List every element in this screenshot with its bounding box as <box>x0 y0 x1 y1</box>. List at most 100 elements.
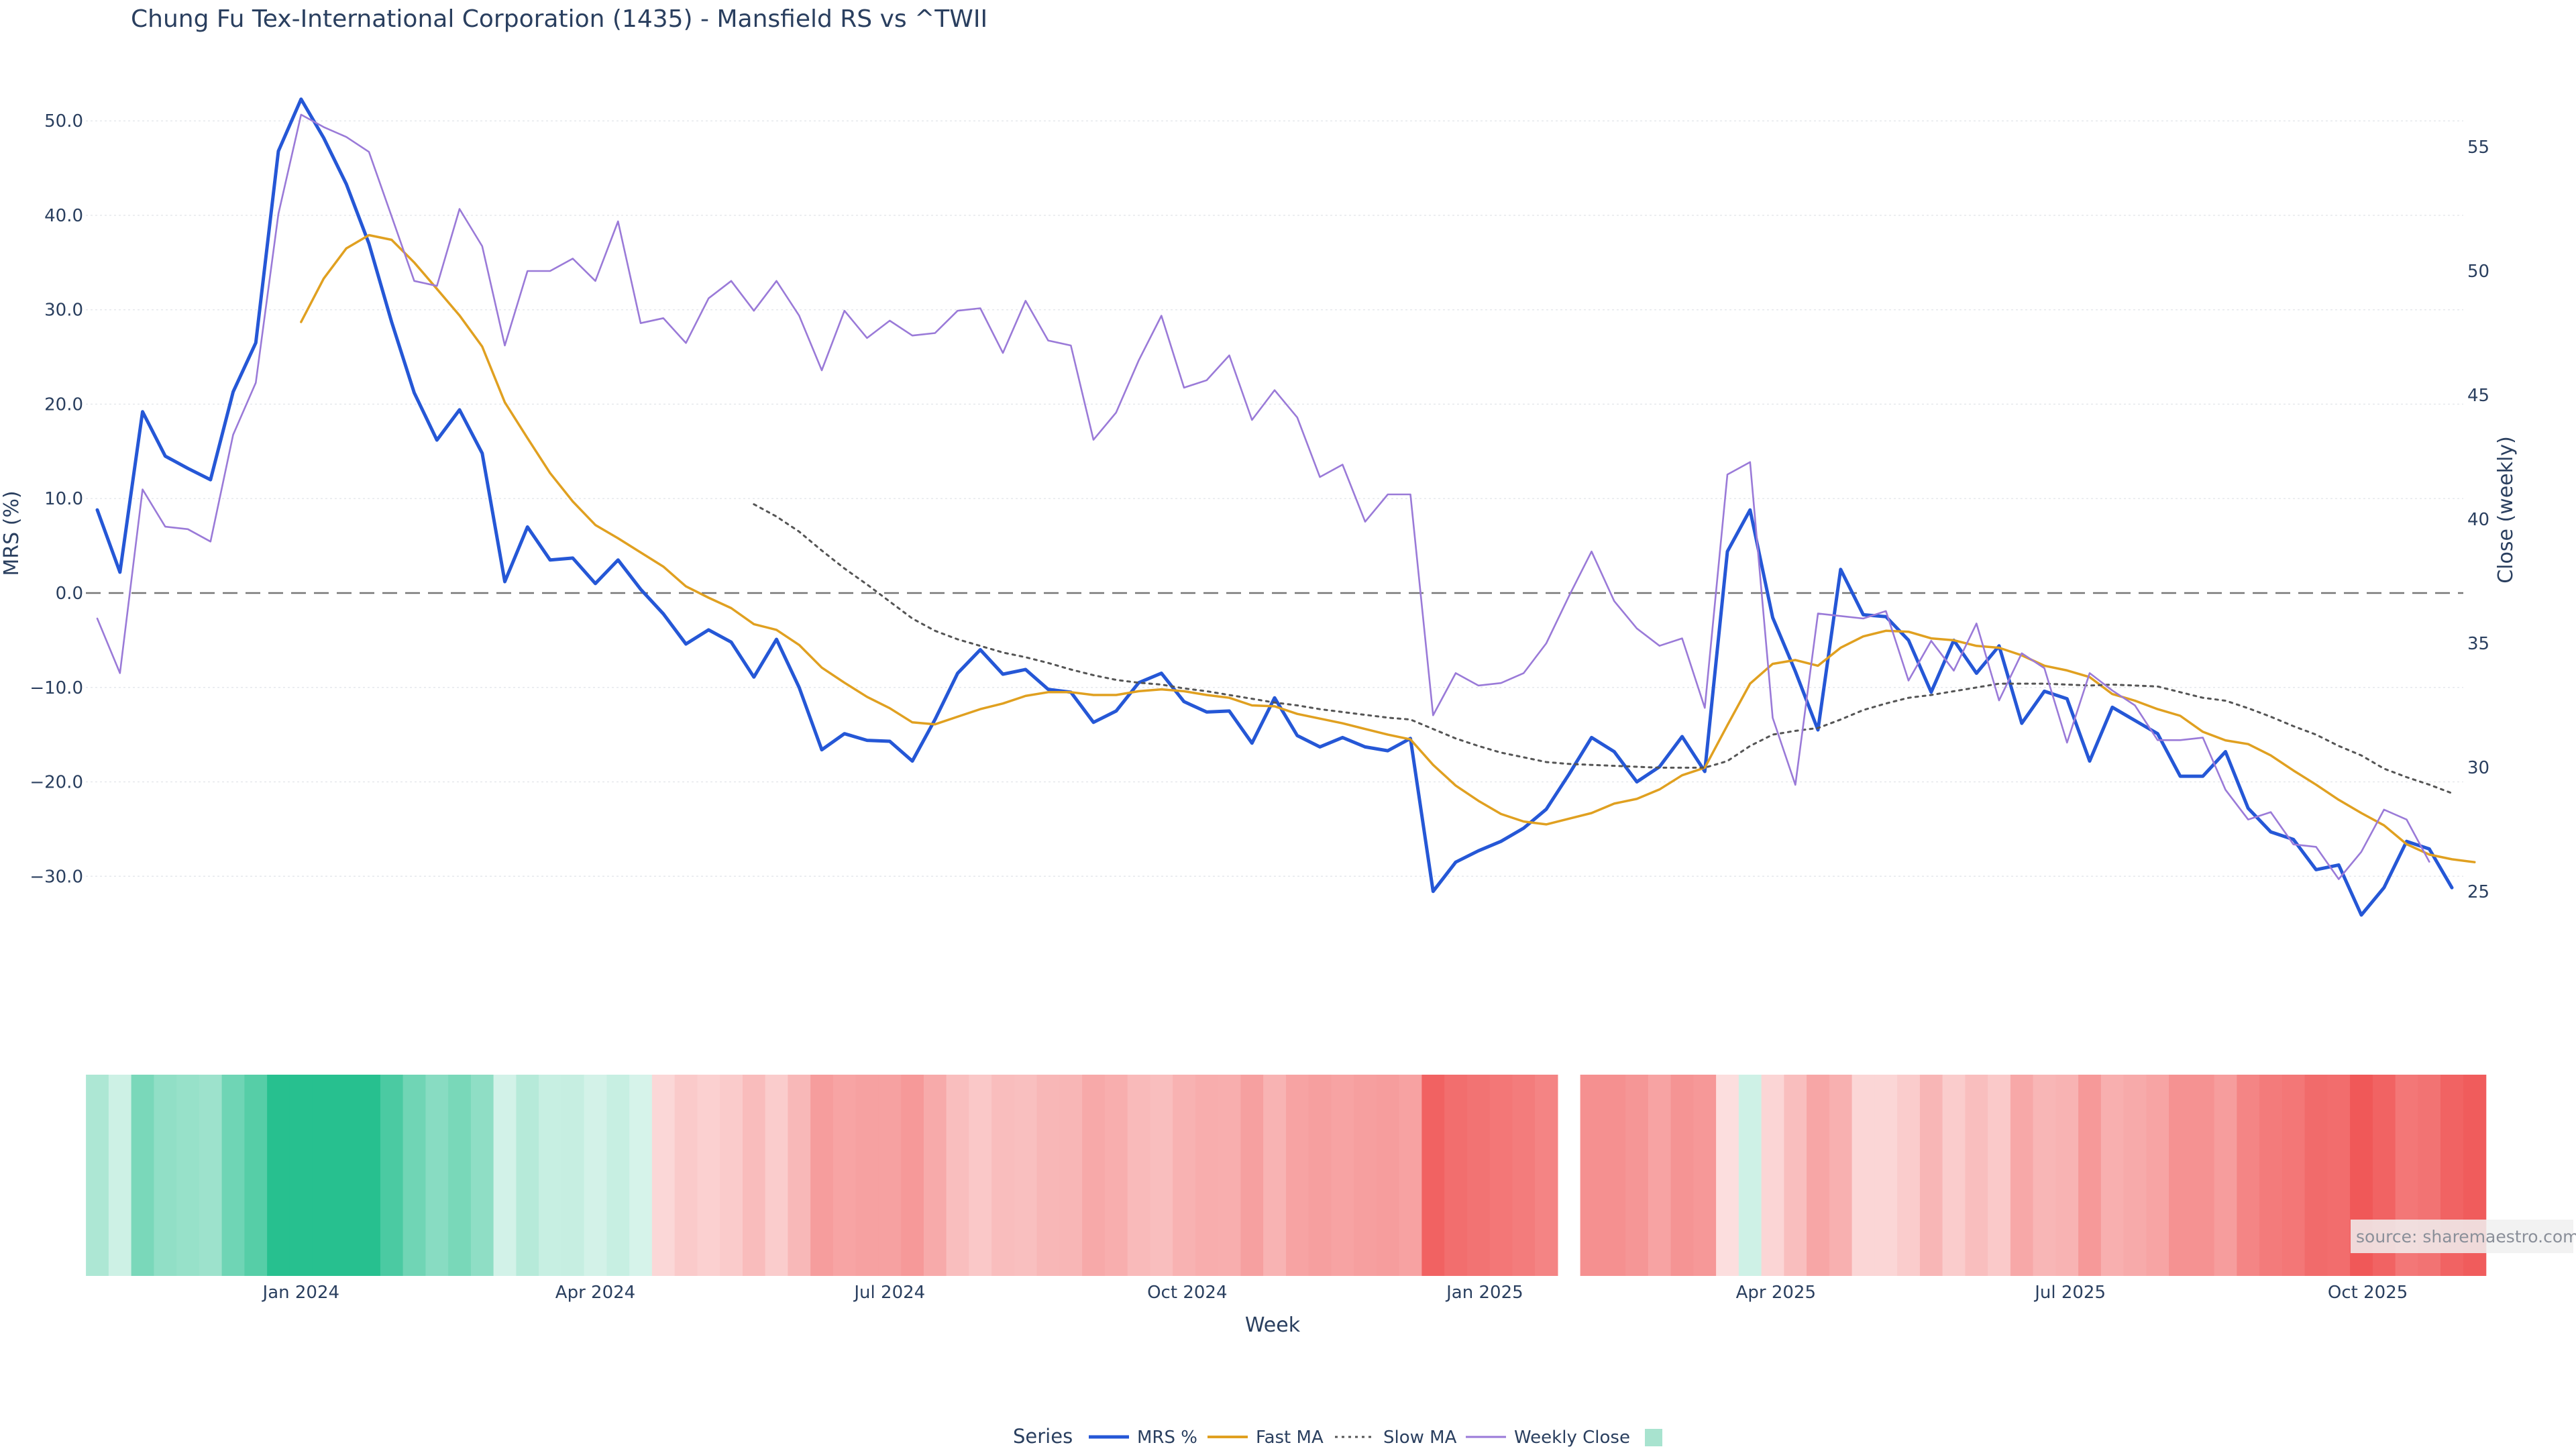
heatmap-cell <box>1965 1075 1988 1276</box>
x-tick-label-2: Jul 2024 <box>853 1283 925 1303</box>
heatmap-cell <box>1603 1075 1626 1276</box>
heatmap-cell <box>833 1075 857 1276</box>
grid-lines <box>86 120 2463 877</box>
heatmap-cell <box>1512 1075 1536 1276</box>
x-tick-label-5: Apr 2025 <box>1736 1283 1816 1303</box>
heatmap-cell <box>584 1075 607 1276</box>
heatmap-cell <box>470 1075 494 1276</box>
heatmap-cell <box>810 1075 834 1276</box>
x-tick-label-0: Jan 2024 <box>262 1283 340 1303</box>
heatmap-cell <box>2237 1075 2260 1276</box>
heatmap-cell <box>1919 1075 1943 1276</box>
heatmap-cell <box>1716 1075 1739 1276</box>
heatmap-cell <box>402 1075 426 1276</box>
legend-label-weekly-close: Weekly Close <box>1514 1428 1630 1448</box>
source-badge-background <box>2351 1220 2573 1253</box>
right-tick-label-4: 35 <box>2467 634 2489 654</box>
left-tick-label-4: 10.0 <box>44 489 83 509</box>
heatmap-cell <box>1466 1075 1491 1276</box>
heatmap-cell <box>1059 1075 1083 1276</box>
series-line-weekly-close <box>96 113 2430 880</box>
heatmap-cell <box>2078 1075 2102 1276</box>
heatmap-cell <box>1874 1075 1898 1276</box>
heatmap-cell <box>1897 1075 1921 1276</box>
heatmap-cell <box>1851 1075 1875 1276</box>
heatmap-cell <box>425 1075 449 1276</box>
heatmap-cell <box>629 1075 653 1276</box>
heatmap-cell <box>1670 1075 1694 1276</box>
heatmap-cell <box>1014 1075 1038 1276</box>
heatmap-cell <box>991 1075 1015 1276</box>
heatmap-cell <box>1285 1075 1309 1276</box>
y-axis-left-title: MRS (%) <box>0 490 23 576</box>
heatmap-cell <box>2146 1075 2169 1276</box>
left-tick-label-5: 0.0 <box>56 584 83 604</box>
heatmap-cell <box>2033 1075 2056 1276</box>
heatmap-cell <box>244 1075 268 1276</box>
right-tick-label-5: 30 <box>2467 758 2489 778</box>
series-line-slow-ma <box>753 503 2453 794</box>
heatmap-cell <box>1376 1075 1400 1276</box>
heatmap-cell <box>312 1075 335 1276</box>
heatmap-cell <box>1082 1075 1106 1276</box>
heatmap-cell <box>720 1075 743 1276</box>
heatmap-cell <box>1354 1075 1377 1276</box>
heatmap-cell <box>1218 1075 1241 1276</box>
heatmap-cell <box>651 1075 676 1276</box>
heatmap-cell <box>1331 1075 1354 1276</box>
right-tick-label-2: 45 <box>2467 386 2489 406</box>
heatmap-cell <box>1648 1075 1672 1276</box>
heatmap-cell <box>2010 1075 2034 1276</box>
left-tick-label-2: 30.0 <box>44 301 83 321</box>
right-tick-label-0: 55 <box>2467 138 2489 158</box>
heatmap-cell <box>358 1075 381 1276</box>
heatmap-cell <box>1761 1075 1784 1276</box>
heatmap-cell <box>2304 1075 2328 1276</box>
right-tick-label-1: 50 <box>2467 262 2489 282</box>
heatmap-cell <box>742 1075 766 1276</box>
series-line-mrs <box>95 97 2454 917</box>
heatmap-cell <box>878 1075 902 1276</box>
x-tick-label-3: Oct 2024 <box>1147 1283 1227 1303</box>
heatmap-cell <box>2214 1075 2237 1276</box>
heatmap-cell <box>1580 1075 1603 1276</box>
heatmap-cell <box>2282 1075 2306 1276</box>
x-tick-label-1: Apr 2024 <box>555 1283 635 1303</box>
x-tick-label-6: Jul 2025 <box>2033 1283 2106 1303</box>
heatmap-cell <box>1104 1075 1128 1276</box>
heatmap-cell <box>1150 1075 1173 1276</box>
series-line-fast-ma <box>300 233 2476 863</box>
source-label: source: sharemaestro.com <box>2356 1227 2576 1246</box>
heatmap-cell <box>131 1075 154 1276</box>
legend-swatch-heatmap <box>1645 1429 1662 1446</box>
x-tick-label-4: Jan 2025 <box>1445 1283 1523 1303</box>
heatmap-cell <box>855 1075 879 1276</box>
heatmap-cell <box>1195 1075 1219 1276</box>
heatmap-cell <box>2055 1075 2079 1276</box>
heatmap-cell <box>946 1075 969 1276</box>
heatmap-cell <box>2191 1075 2215 1276</box>
heatmap-cell <box>1535 1075 1558 1276</box>
x-axis-ticks: Jan 2024 Apr 2024 Jul 2024 Oct 2024 Jan 2025… <box>262 1283 2408 1303</box>
heatmap-cell <box>1240 1075 1264 1276</box>
heatmap-cell <box>1036 1075 1060 1276</box>
x-axis-title: Week <box>1245 1313 1301 1337</box>
heatmap-cell <box>108 1075 132 1276</box>
heatmap-cell <box>448 1075 472 1276</box>
heatmap-cell <box>969 1075 992 1276</box>
heatmap-cell <box>380 1075 404 1276</box>
heatmap-cell <box>674 1075 698 1276</box>
heatmap-cell <box>1829 1075 1853 1276</box>
heatmap-cell <box>516 1075 539 1276</box>
legend-title: Series <box>1013 1425 1073 1448</box>
heatmap-cell <box>176 1075 200 1276</box>
heatmap-cell <box>1127 1075 1150 1276</box>
heatmap-cell <box>2169 1075 2192 1276</box>
heatmap-cell <box>1308 1075 1332 1276</box>
legend: Series MRS % Fast MA Slow MA Weekly Clos… <box>1013 1425 1662 1448</box>
heatmap-cell <box>606 1075 630 1276</box>
heatmap-cell <box>1988 1075 2011 1276</box>
heatmap-cell <box>221 1075 245 1276</box>
mrs-heatmap-strip <box>86 1075 2487 1276</box>
right-tick-label-3: 40 <box>2467 510 2489 530</box>
